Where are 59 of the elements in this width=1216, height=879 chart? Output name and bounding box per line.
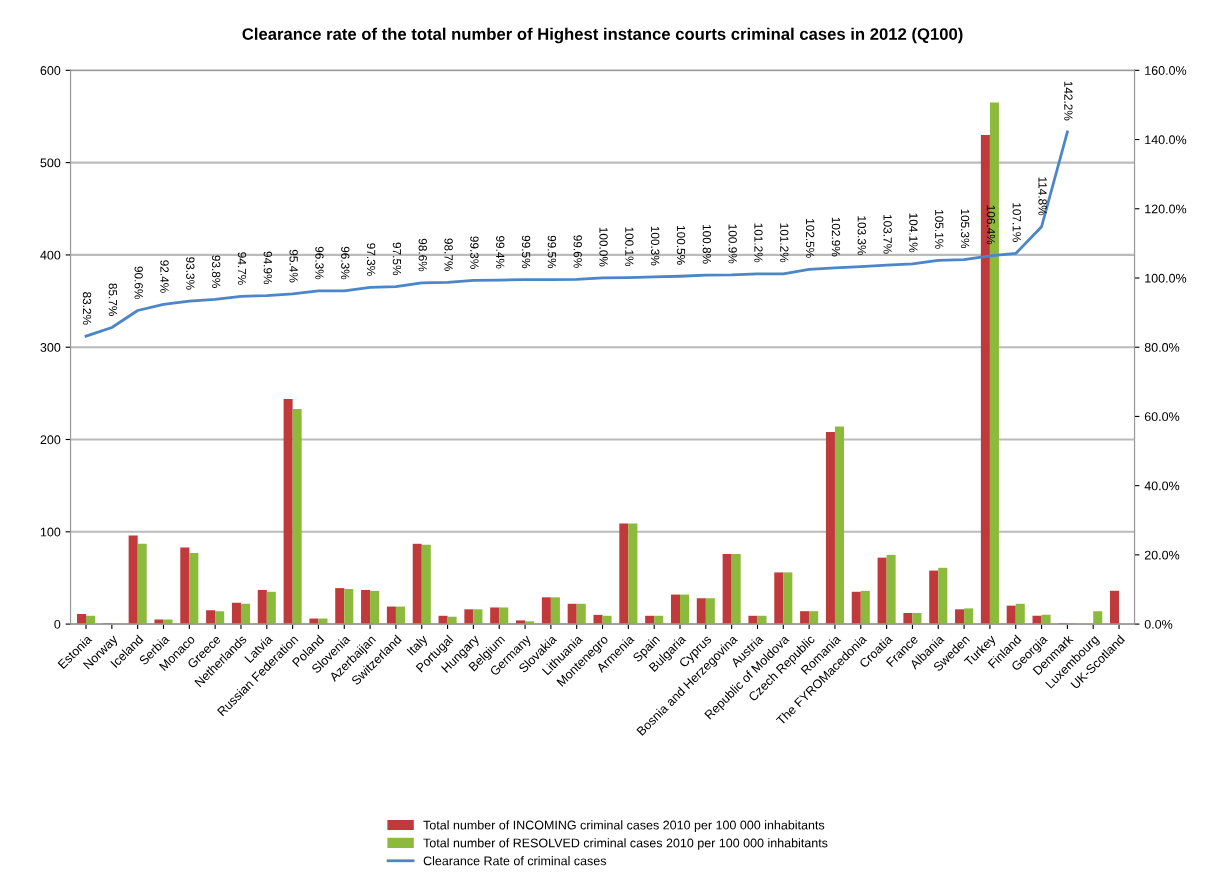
data-label: 100.0% bbox=[599, 227, 608, 267]
data-label: 105.3% bbox=[960, 209, 970, 249]
data-label: 99.4% bbox=[496, 236, 505, 269]
data-label: 103.3% bbox=[857, 216, 866, 256]
y-tick-label: 400 bbox=[40, 250, 61, 260]
data-label: 142.2% bbox=[1064, 81, 1073, 121]
data-label: 93.3% bbox=[186, 257, 195, 290]
data-label: 96.3% bbox=[341, 246, 350, 280]
y-tick-label: 200 bbox=[40, 435, 61, 445]
y2-tick-label: 40.0% bbox=[1144, 481, 1180, 491]
data-label: 97.5% bbox=[392, 242, 402, 276]
data-label: 100.5% bbox=[676, 226, 686, 265]
data-label: 92.4% bbox=[160, 260, 169, 293]
y2-tick-label: 20.0% bbox=[1144, 550, 1180, 560]
y-tick-label: 100 bbox=[40, 527, 61, 537]
y2-tick-label: 140.0% bbox=[1145, 135, 1187, 145]
data-label: 83.2% bbox=[82, 292, 92, 325]
y-tick-label: 300 bbox=[40, 343, 61, 352]
data-label: 96.3% bbox=[315, 246, 324, 280]
data-label: 98.7% bbox=[444, 238, 453, 271]
legend-label: Clearance Rate of criminal cases bbox=[423, 856, 607, 866]
y-tick-label: 600 bbox=[40, 66, 61, 75]
data-label: 107.1% bbox=[1012, 203, 1021, 242]
data-label: 104.1% bbox=[909, 213, 918, 253]
y2-tick-label: 100.0% bbox=[1145, 273, 1187, 283]
data-label: 114.8% bbox=[1038, 177, 1047, 216]
data-label: 99.5% bbox=[521, 235, 531, 269]
data-label: 90.6% bbox=[134, 266, 143, 299]
y-tick-label: 0 bbox=[54, 619, 61, 629]
legend-label: Total number of INCOMING criminal cases 2010 per 100 000 inhabitants bbox=[423, 820, 825, 832]
y2-tick-label: 160.0% bbox=[1145, 66, 1187, 75]
data-label: 106.4% bbox=[986, 205, 996, 245]
chart-title: Clearance rate of the total number of Highest instance courts criminal cases in 2012 (Q100) bbox=[242, 27, 963, 44]
y2-tick-label: 120.0% bbox=[1145, 204, 1187, 214]
data-label: 99.6% bbox=[573, 235, 582, 268]
data-label: 100.3% bbox=[651, 226, 660, 266]
data-label: 99.5% bbox=[547, 235, 557, 269]
data-label: 101.2% bbox=[754, 223, 763, 263]
data-label: 95.4% bbox=[289, 249, 298, 283]
y-tick-label: 500 bbox=[40, 158, 61, 168]
data-label: 94.9% bbox=[263, 251, 272, 285]
data-label: 103.7% bbox=[883, 214, 892, 254]
data-label: 98.6% bbox=[418, 238, 427, 272]
y2-tick-label: 80.0% bbox=[1144, 343, 1180, 352]
data-label: 100.1% bbox=[625, 227, 634, 267]
y2-tick-label: 0.0% bbox=[1144, 619, 1173, 629]
data-label: 94.7% bbox=[237, 252, 247, 285]
data-label: 97.3% bbox=[366, 243, 376, 276]
legend-label: Total number of RESOLVED criminal cases 2010 per 100 000 inhabitants bbox=[423, 838, 828, 850]
data-label: 102.9% bbox=[831, 217, 841, 257]
data-label: 99.3% bbox=[470, 236, 479, 269]
data-label: 102.5% bbox=[805, 219, 815, 258]
data-label: 100.8% bbox=[702, 224, 712, 264]
y2-tick-label: 60.0% bbox=[1144, 412, 1180, 422]
data-label: 93.8% bbox=[211, 255, 221, 288]
data-label: 100.9% bbox=[728, 224, 737, 264]
data-label: 85.7% bbox=[108, 283, 118, 316]
data-label: 101.2% bbox=[780, 223, 789, 263]
data-label: 105.1% bbox=[935, 210, 944, 249]
